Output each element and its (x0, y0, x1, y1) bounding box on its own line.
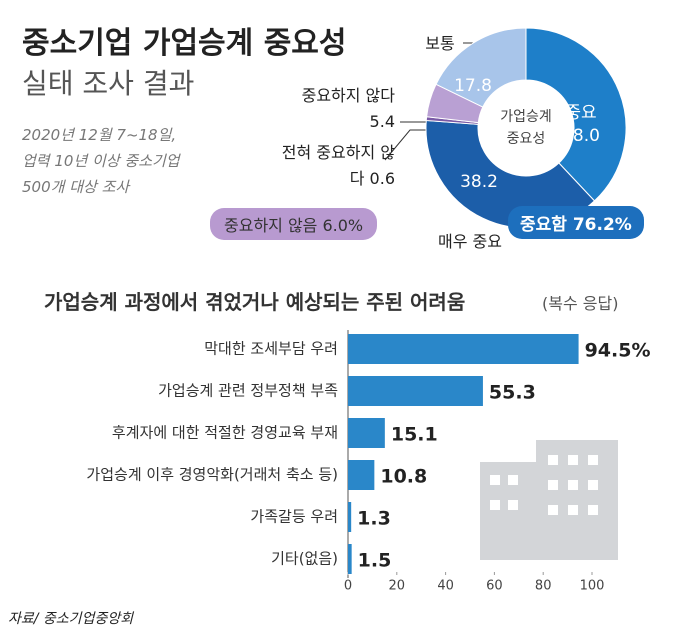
donut-category-label: 중요 (565, 103, 597, 123)
y-category-label: 가업승계 이후 경영악화(거래처 축소 등) (86, 466, 338, 484)
donut-slice (525, 27, 627, 202)
bar (348, 334, 579, 364)
x-tick-label: 100 (580, 579, 605, 594)
donut-category-label: 전혀 중요하지 않다 (281, 143, 395, 188)
title: 중소기업 가업승계 중요성 (22, 26, 347, 61)
x-tick-label: 40 (437, 579, 454, 594)
y-category-label: 후계자에 대한 적절한 경영교육 부재 (112, 424, 338, 442)
subtitle: 실태 조사 결과 (22, 67, 195, 100)
chart-subtitle: (복수 응답) (542, 294, 619, 313)
donut-slice (435, 27, 527, 108)
donut-category-label: 중요하지 않다 (301, 86, 395, 105)
bar (348, 460, 375, 490)
annotation-badge: 중요함 76.2% (508, 206, 644, 239)
note: 업력 10년 이상 중소기업 (22, 152, 180, 170)
bar (348, 502, 352, 532)
x-tick-label: 80 (535, 579, 552, 594)
value-label: 10.8 (380, 466, 427, 488)
note: 2020년 12월 7~18일, (22, 126, 177, 144)
donut-value-label: 38.2 (460, 172, 498, 192)
y-category-label: 막대한 조세부담 우려 (204, 340, 338, 358)
donut-center-label: 가업승계 중요성 (500, 109, 552, 147)
donut-value-label: 0.6 (369, 169, 395, 188)
y-category-label: 가족갈등 우려 (250, 508, 338, 526)
x-tick-label: 60 (486, 579, 503, 594)
x-tick-label: 20 (389, 579, 406, 594)
value-label: 1.5 (358, 550, 392, 572)
source: 자료/ 중소기업중앙회 (8, 611, 134, 627)
donut-value-label: 5.4 (369, 112, 395, 131)
donut-label: 전혀 중요하지 않다 0.6 (270, 140, 395, 192)
donut-value-label: 38.0 (562, 126, 600, 146)
y-category-label: 기타(없음) (271, 550, 338, 568)
notes: 2020년 12월 7~18일, 업력 10년 이상 중소기업 500개 대상 … (22, 122, 180, 200)
donut-category-label: 보통 (425, 34, 455, 53)
bar (348, 376, 483, 406)
value-label: 15.1 (391, 424, 438, 446)
bar (348, 544, 352, 574)
x-tick-label: 0 (344, 579, 352, 594)
value-label: 1.3 (357, 508, 391, 530)
note: 500개 대상 조사 (22, 178, 130, 196)
building-windows (490, 455, 598, 515)
value-label: 55.3 (489, 382, 536, 404)
chart-title: 가업승계 과정에서 겪었거나 예상되는 주된 어려움 (44, 290, 466, 314)
donut-category-label: 매우 중요 (438, 232, 502, 251)
donut-value-label: 17.8 (454, 76, 492, 96)
annotation-badge: 중요하지 않음 6.0% (210, 208, 378, 240)
y-category-label: 가업승계 관련 정부정책 부족 (158, 382, 338, 400)
bar (348, 418, 385, 448)
value-label: 94.5% (585, 340, 651, 362)
